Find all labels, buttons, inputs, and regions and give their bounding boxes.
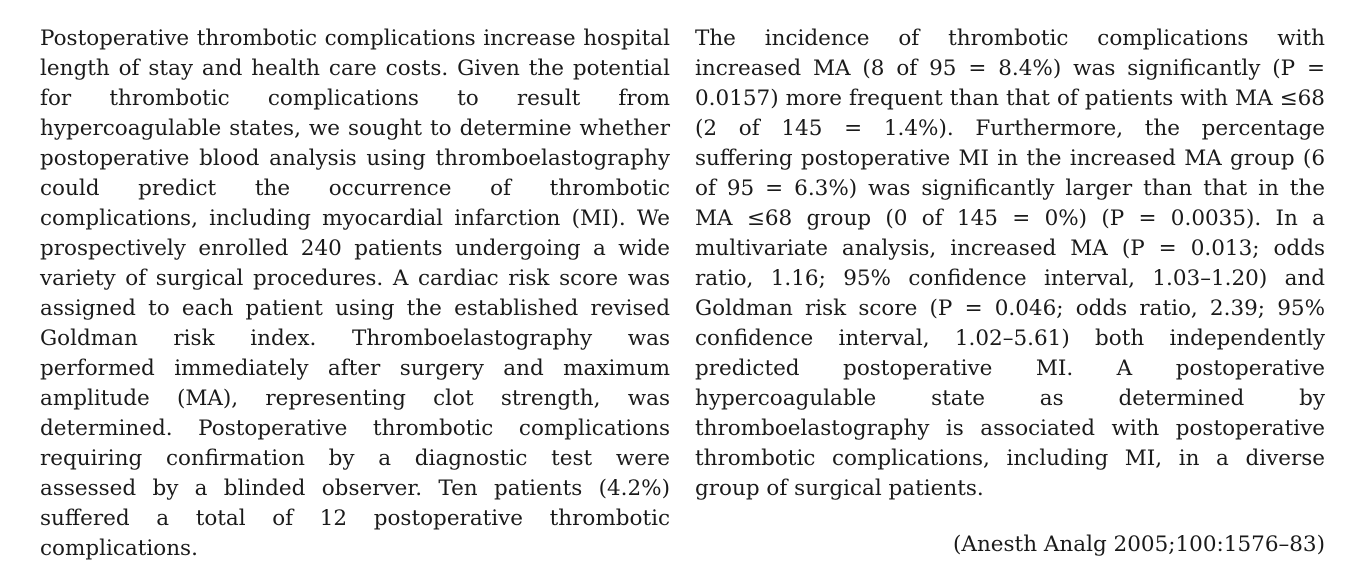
citation: (Anesth Analg 2005;100:1576–83) xyxy=(953,532,1325,557)
abstract-right-column: The incidence of thrombotic complication… xyxy=(695,24,1325,565)
abstract-left-column: Postoperative thrombotic complications i… xyxy=(40,24,670,565)
abstract-paragraph-left: Postoperative thrombotic complications i… xyxy=(40,26,670,561)
abstract-paragraph-right: The incidence of thrombotic complication… xyxy=(695,26,1325,501)
